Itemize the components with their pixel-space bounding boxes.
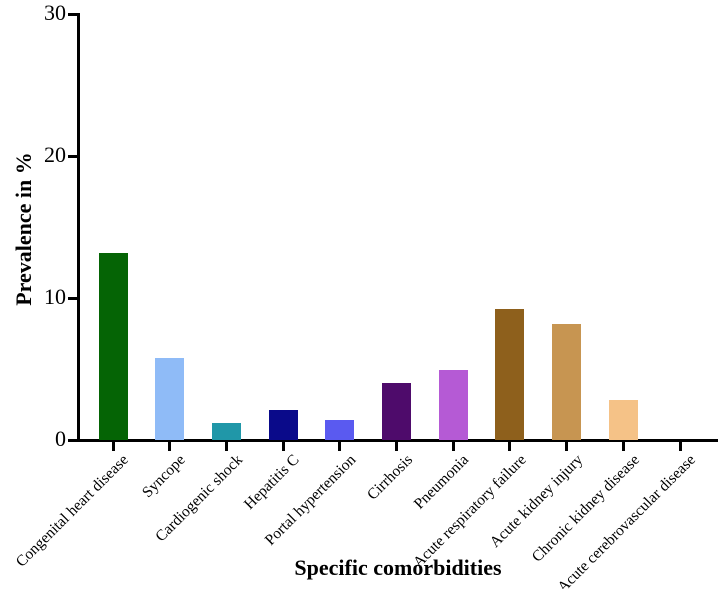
y-tick-mark-20 bbox=[68, 155, 77, 158]
bar-syncope bbox=[155, 357, 185, 440]
category-label-syncope: Syncope bbox=[139, 451, 190, 502]
x-tick-mark-cardiogenic-shock bbox=[224, 442, 228, 451]
x-tick-mark-cirrhosis bbox=[395, 442, 398, 451]
y-tick-label-30: 30 bbox=[44, 0, 66, 26]
bar-acute-respiratory-failure bbox=[495, 309, 525, 440]
bar-cirrhosis bbox=[382, 383, 411, 440]
category-label-chronic-kidney-disease: Chronic kidney disease bbox=[528, 451, 643, 566]
x-tick-mark-syncope bbox=[168, 442, 172, 451]
x-tick-mark-acute-respiratory-failure bbox=[508, 442, 512, 451]
x-tick-mark-portal-hypertension bbox=[338, 442, 342, 451]
y-tick-label-20: 20 bbox=[44, 142, 66, 168]
y-tick-mark-30 bbox=[68, 13, 77, 16]
x-axis-title: Specific comorbidities bbox=[294, 555, 502, 580]
y-tick-mark-10 bbox=[68, 297, 77, 300]
y-tick-label-10: 10 bbox=[44, 284, 66, 310]
x-axis-line bbox=[77, 439, 718, 442]
x-tick-mark-chronic-kidney-disease bbox=[621, 442, 625, 451]
category-label-cirrhosis: Cirrhosis bbox=[363, 451, 416, 504]
category-label-acute-respiratory-failure: Acute respiratory failure bbox=[409, 451, 530, 572]
category-label-hepatitis-c: Hepatitis C bbox=[240, 451, 303, 513]
bar-chronic-kidney-disease bbox=[608, 400, 638, 440]
category-label-pneumonia: Pneumonia bbox=[411, 451, 473, 513]
y-tick-mark-0 bbox=[68, 439, 77, 442]
bar-acute-kidney-injury bbox=[552, 323, 582, 440]
bar-congenital-heart-disease bbox=[98, 252, 128, 440]
bar-pneumonia bbox=[438, 370, 468, 440]
y-axis-line bbox=[77, 13, 80, 442]
bar-hepatitis-c bbox=[268, 410, 298, 440]
bar-portal-hypertension bbox=[325, 420, 355, 440]
category-label-congenital-heart-disease: Congenital heart disease bbox=[13, 451, 133, 571]
x-tick-mark-congenital-heart-disease bbox=[111, 442, 115, 451]
x-tick-mark-pneumonia bbox=[451, 442, 455, 451]
bar-cardiogenic-shock bbox=[211, 422, 241, 440]
x-tick-mark-acute-cerebrovascular-disease bbox=[678, 442, 682, 451]
x-tick-mark-acute-kidney-injury bbox=[565, 442, 569, 451]
x-tick-mark-hepatitis-c bbox=[281, 442, 285, 451]
y-tick-label-0: 0 bbox=[55, 426, 66, 452]
